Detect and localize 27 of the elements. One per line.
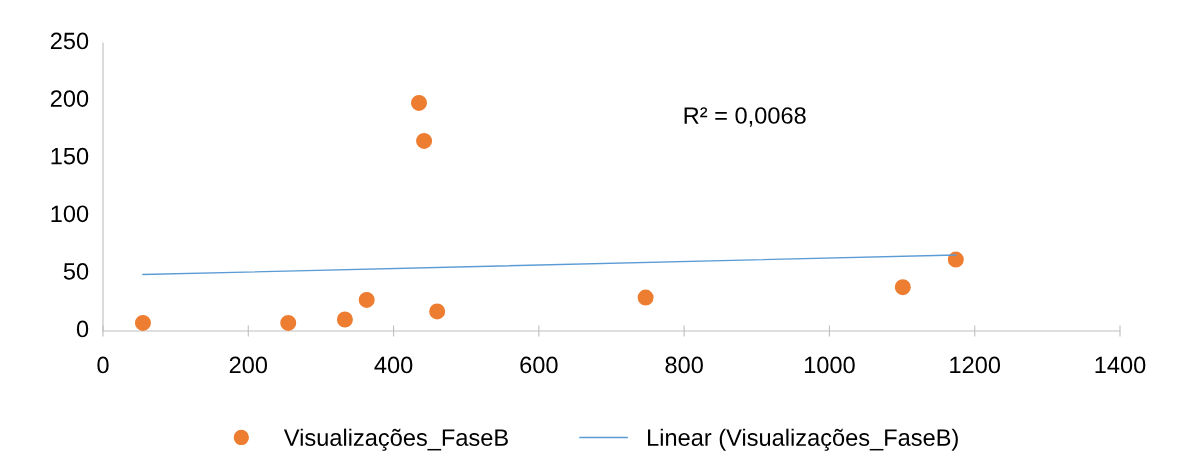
x-tick-label: 1000	[804, 356, 855, 374]
y-tick-label: 100	[51, 205, 89, 223]
x-tick-label: 200	[229, 356, 268, 374]
x-tick-label: 600	[520, 356, 558, 374]
x-tick-label: 1400	[1095, 356, 1146, 374]
point	[280, 314, 297, 331]
point	[894, 279, 911, 296]
point	[947, 251, 964, 268]
point	[134, 314, 151, 331]
point	[358, 291, 375, 308]
y-tick-label: 200	[50, 90, 89, 107]
y-tick-label: 0	[76, 320, 89, 338]
point	[637, 289, 654, 306]
point	[429, 303, 446, 320]
x-tick-label: 1200	[950, 356, 1001, 374]
annotation: R² = 0,0068	[684, 107, 806, 127]
y-tick-label: 250	[50, 32, 89, 50]
point	[411, 94, 427, 111]
legend-label: Linear (Visualizações_FaseB)	[648, 428, 958, 451]
point	[336, 311, 353, 328]
legend-label: Visualizações_FaseB	[283, 428, 508, 451]
point	[416, 132, 433, 149]
x-tick-label: 400	[374, 356, 413, 374]
y-tick-label: 50	[63, 263, 89, 280]
x-tick-label: 0	[97, 356, 109, 374]
y-tick-label: 150	[51, 147, 89, 165]
x-tick-label: 800	[665, 356, 703, 374]
